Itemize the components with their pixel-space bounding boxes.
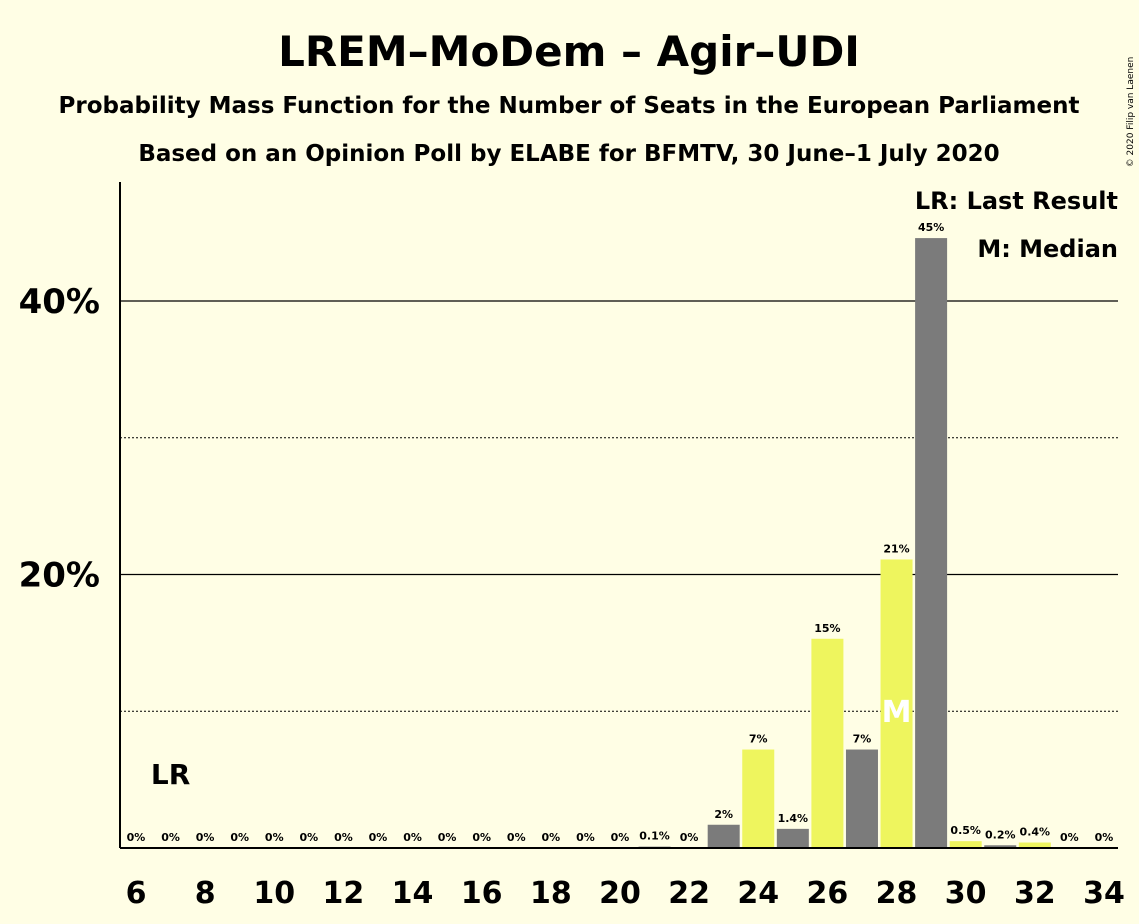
data-label-seat-16: 0%	[472, 831, 491, 844]
y-tick-label: 40%	[19, 282, 100, 322]
data-label-seat-33: 0%	[1060, 831, 1079, 844]
y-tick-labels: 20% 40%	[19, 282, 100, 596]
data-label-seat-25: 1.4%	[778, 812, 809, 825]
last-result-marker: LR	[151, 758, 190, 791]
bar-seat-30	[949, 841, 982, 848]
data-label-seat-34: 0%	[1095, 831, 1114, 844]
data-label-seat-15: 0%	[438, 831, 457, 844]
data-label-seat-14: 0%	[403, 831, 422, 844]
data-label-seat-13: 0%	[369, 831, 388, 844]
bar-seat-23	[707, 824, 740, 848]
legend-entry: M: Median	[977, 235, 1118, 263]
data-label-seat-20: 0%	[611, 831, 630, 844]
x-tick-label: 28	[876, 876, 918, 911]
data-label-seat-24: 7%	[749, 733, 768, 746]
bars	[638, 238, 1051, 849]
bar-seat-28	[880, 559, 913, 848]
chart-subtitle: Probability Mass Function for the Number…	[59, 93, 1080, 119]
x-tick-label: 16	[461, 876, 503, 911]
data-label-seat-10: 0%	[265, 831, 284, 844]
data-label-seat-6: 0%	[127, 831, 146, 844]
y-tick-label: 20%	[19, 556, 100, 596]
x-tick-label: 34	[1083, 876, 1125, 911]
data-label-seat-29: 45%	[918, 221, 944, 234]
bar-seat-32	[1018, 842, 1051, 848]
x-tick-label: 12	[323, 876, 365, 911]
bar-labels: 0% 0% 0% 0% 0% 0% 0% 0% 0% 0% 0% 0% 0% 0% 0% 0.1% 0% 2% 7%…	[127, 221, 1114, 844]
x-tick-label: 24	[737, 876, 779, 911]
x-tick-labels: 6 8 10 12 14 16 18 20 22 24 26 28 30 32 34	[126, 876, 1125, 911]
x-tick-label: 30	[945, 876, 987, 911]
bar-seat-29	[915, 238, 948, 849]
legend-entry: LR: Last Result	[915, 187, 1118, 215]
median-marker: M	[882, 695, 912, 730]
data-label-seat-23: 2%	[714, 808, 733, 821]
data-label-seat-26: 15%	[814, 622, 840, 635]
chart-subtitle-source: Based on an Opinion Poll by ELABE for BF…	[138, 141, 999, 167]
copyright-text: © 2020 Filip van Laenen	[1126, 57, 1136, 168]
data-label-seat-27: 7%	[853, 733, 872, 746]
x-tick-label: 10	[253, 876, 295, 911]
gridlines	[120, 300, 1118, 712]
markers: LR M	[151, 695, 912, 791]
x-tick-label: 20	[599, 876, 641, 911]
data-label-seat-18: 0%	[541, 831, 560, 844]
bar-seat-26	[811, 638, 844, 848]
x-tick-label: 26	[807, 876, 849, 911]
bar-seat-27	[845, 749, 878, 848]
data-label-seat-8: 0%	[196, 831, 215, 844]
data-label-seat-12: 0%	[334, 831, 353, 844]
data-label-seat-21: 0.1%	[639, 830, 670, 843]
x-tick-label: 22	[668, 876, 710, 911]
chart-title: LREM–MoDem – Agir–UDI	[278, 27, 860, 76]
x-tick-label: 14	[392, 876, 434, 911]
data-label-seat-7: 0%	[161, 831, 180, 844]
data-label-seat-32: 0.4%	[1020, 826, 1051, 839]
x-tick-label: 8	[195, 876, 216, 911]
axes	[119, 182, 1118, 849]
data-label-seat-9: 0%	[230, 831, 249, 844]
x-tick-label: 18	[530, 876, 572, 911]
data-label-seat-22: 0%	[680, 831, 699, 844]
data-label-seat-17: 0%	[507, 831, 526, 844]
x-tick-label: 32	[1014, 876, 1056, 911]
legend: LR: Last Result M: Median	[915, 187, 1118, 263]
data-label-seat-30: 0.5%	[950, 824, 981, 837]
data-label-seat-31: 0.2%	[985, 828, 1016, 841]
data-label-seat-19: 0%	[576, 831, 595, 844]
bar-seat-24	[742, 749, 775, 848]
x-tick-label: 6	[126, 876, 147, 911]
bar-seat-25	[776, 828, 809, 848]
bar-seat-31	[984, 845, 1017, 848]
data-label-seat-28: 21%	[883, 542, 909, 555]
data-label-seat-11: 0%	[300, 831, 319, 844]
